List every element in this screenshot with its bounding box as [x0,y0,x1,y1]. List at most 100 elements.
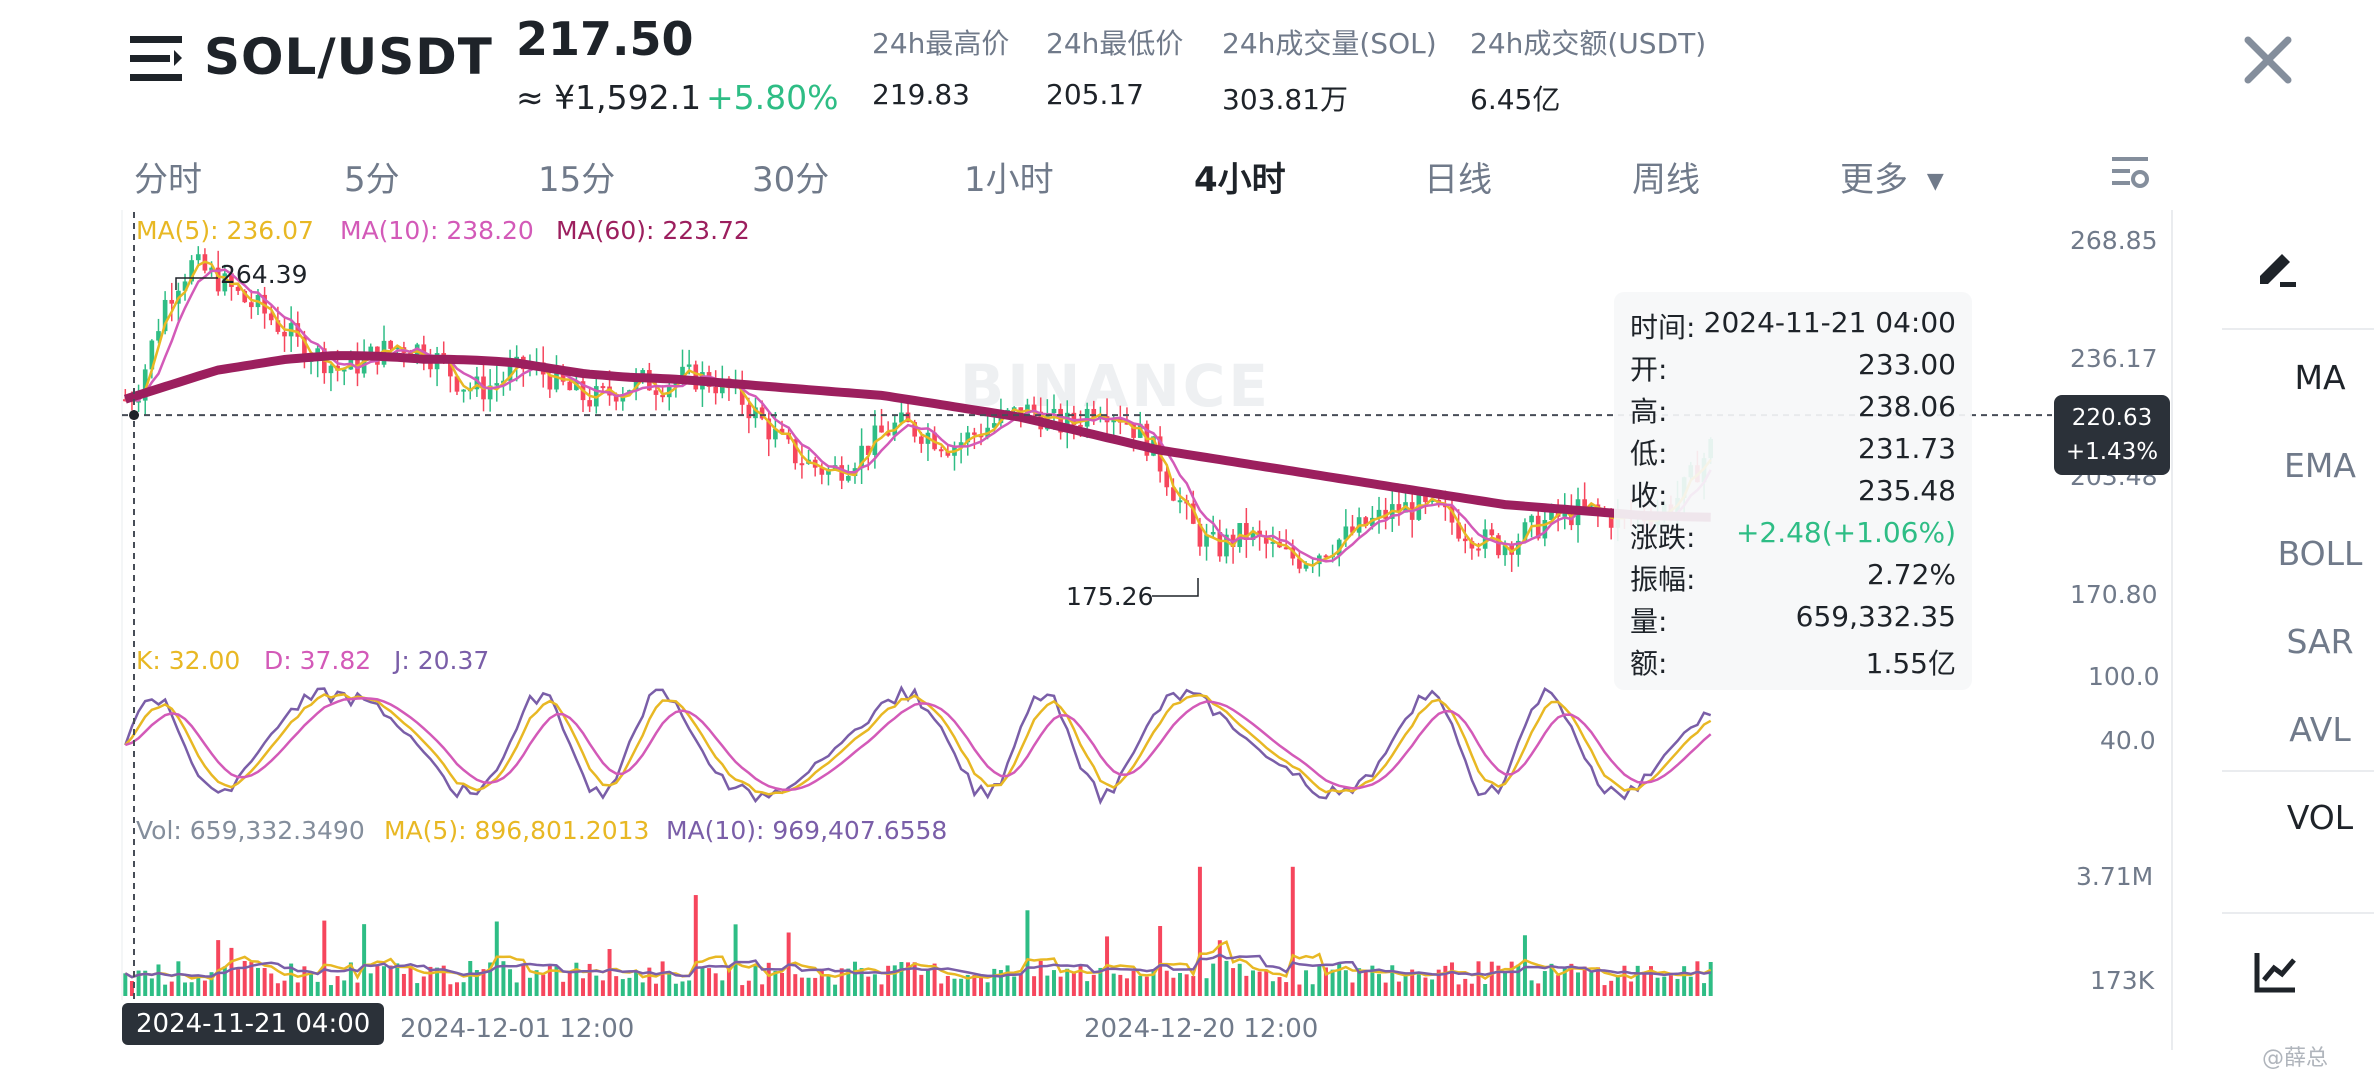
volume-bar [1085,981,1090,996]
volume-bar [687,980,692,996]
candle-body [149,340,155,370]
candle-body [905,412,911,423]
volume-bar [1556,975,1561,996]
candle-body [229,273,234,287]
volume-bar [561,981,566,996]
volume-bar [355,982,360,996]
indicator-ma[interactable]: MA [2294,358,2346,397]
tab-15m[interactable]: 15分 [538,160,616,200]
candle-body [268,313,274,321]
kdj-k-line [124,693,1712,796]
tab-more-label: 更多 [1840,160,1908,200]
tab-daily[interactable]: 日线 [1424,160,1492,200]
volume-bar [1476,961,1481,996]
volume-bar [673,983,678,996]
close-icon[interactable] [2238,30,2298,90]
candle-body [348,355,354,370]
volume-bar [169,981,174,996]
legend-d: D: 37.82 [264,646,372,675]
candle-body [1456,522,1461,539]
volume-bar [614,976,619,996]
volume-bar [1403,973,1408,996]
volume-bar [401,973,406,996]
volume-bar [501,961,506,996]
candle-body [162,299,168,332]
legend-ma60: MA(60): 223.72 [556,216,750,245]
volume-bar [1662,976,1667,996]
volume-bar [1164,970,1169,996]
draw-tool-icon[interactable] [2254,246,2298,290]
chart-settings-icon[interactable] [2110,154,2150,194]
volume-bar [1217,940,1222,996]
candle-body [1303,564,1309,569]
candle-body [222,273,228,292]
volume-bar [607,949,612,996]
candle-body [1363,517,1369,526]
volume-bar [275,983,280,996]
volume-bar [534,970,539,996]
tooltip-key: 振幅: [1630,563,1696,596]
volume-bar [899,962,904,996]
volume-bar [720,980,725,996]
candle-body [1197,523,1203,547]
candle-body [461,389,466,392]
volume-bar [1317,965,1322,996]
volume-bar [1668,975,1673,996]
pair-title[interactable]: SOL/USDT [204,28,493,86]
tab-5m[interactable]: 5分 [344,160,400,200]
indicator-ema[interactable]: EMA [2284,446,2356,485]
tab-30m[interactable]: 30分 [752,160,830,200]
volume-bar [375,965,380,996]
tab-1h[interactable]: 1小时 [964,160,1054,200]
high-pointer [175,277,218,290]
tab-more[interactable]: 更多 ▼ [1840,152,1944,201]
volume-bar [693,895,698,996]
candle-body [1124,422,1130,425]
tooltip-row: 额: 1.55亿 [1630,642,1956,684]
volume-bar [1648,966,1653,996]
candle-body [885,432,891,436]
tab-time-share[interactable]: 分时 [134,160,202,200]
kdj-d-line [124,697,1712,792]
volume-bar [1078,965,1083,996]
change-percent: +5.80% [706,78,839,117]
legend-ma10: MA(10): 238.20 [340,216,534,245]
tab-4h[interactable]: 4小时 [1194,160,1286,200]
volume-bar [388,965,393,996]
volume-bar [1138,975,1143,996]
tooltip-row: 量: 659,332.35 [1630,600,1956,642]
indicator-lines [123,260,1712,981]
indicator-chart-icon[interactable] [2254,950,2298,994]
volume-bar [826,974,831,996]
volume-bar [514,982,519,996]
indicator-avl[interactable]: AVL [2289,710,2351,749]
candle-body [680,366,685,381]
volume-bar [342,980,347,996]
candle-body [428,362,433,370]
candle-body [487,385,493,400]
menu-icon[interactable] [130,36,182,82]
volume-bar [1383,982,1388,996]
corner-watermark: @薛总 [2262,1046,2329,1071]
volume-bar [594,975,599,996]
indicator-boll[interactable]: BOLL [2277,534,2363,573]
tooltip-value: +2.48(+1.06%) [1735,516,1956,549]
indicator-vol[interactable]: VOL [2286,798,2354,837]
volume-bar [567,971,572,996]
legend-vol-ma5: MA(5): 896,801.2013 [384,816,650,845]
volume-bar [527,977,532,996]
volume-bar [1390,965,1395,996]
volume-bar [1025,910,1030,996]
volume-bar [428,966,433,996]
stat-24h-low: 24h最低价 205.17 [1046,22,1183,111]
candle-body [1250,530,1256,540]
volume-bar [1270,981,1275,996]
volume-bar [196,977,201,996]
candle-body [189,260,194,282]
volume-bar [149,978,154,996]
tab-weekly[interactable]: 周线 [1632,160,1700,200]
indicator-sar[interactable]: SAR [2286,622,2354,661]
candle-body [368,346,374,356]
ma5-line [125,260,1712,567]
